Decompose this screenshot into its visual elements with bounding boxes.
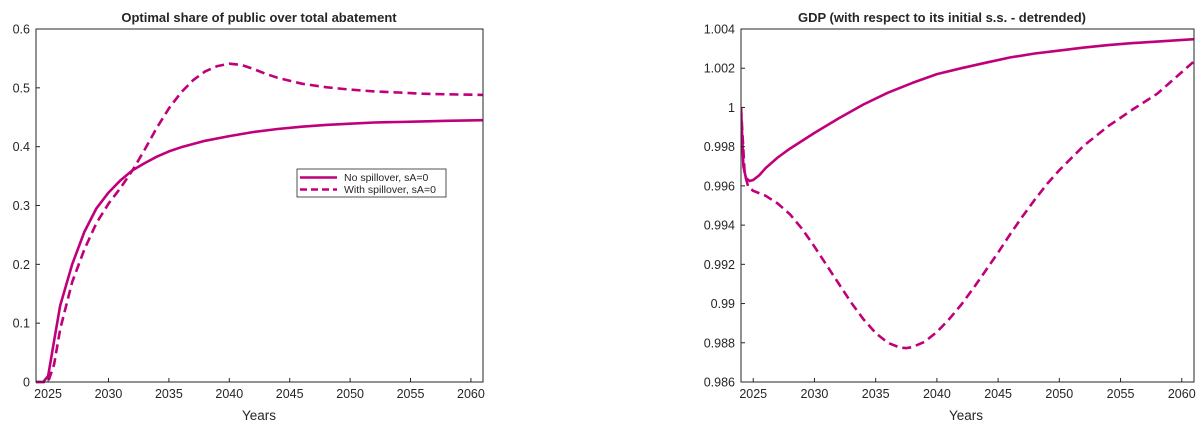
x-tick-label: 2025 [739, 387, 767, 401]
x-axis-label: Years [949, 408, 983, 423]
x-tick-label: 2060 [1168, 387, 1196, 401]
x-tick-label: 2035 [155, 387, 183, 401]
y-tick-label: 0.1 [13, 317, 30, 331]
y-tick-label: 0.998 [704, 140, 735, 154]
x-tick-label: 2055 [1107, 387, 1135, 401]
y-tick-label: 0.6 [13, 23, 30, 37]
axis-ticks: 2025 2030 2035 2040 2045 2050 2055 2060 0 0.1 0.2 0… [13, 23, 485, 402]
x-tick-label: 2025 [34, 387, 62, 401]
x-tick-label: 2050 [1045, 387, 1073, 401]
axis-ticks: 2025 2030 2035 2040 2045 2050 2055 2060 0.986 0.9… [704, 23, 1196, 402]
axes-frame [740, 28, 1195, 383]
legend-entry-no-spillover: No spillover, sA=0 [344, 172, 428, 184]
chart-title: GDP (with respect to its initial s.s. - … [798, 10, 1086, 25]
series-line-solid [741, 37, 1194, 183]
y-tick-label: 0.99 [711, 297, 735, 311]
y-tick-label: 1.004 [704, 23, 735, 37]
x-tick-label: 2060 [457, 387, 485, 401]
y-tick-label: 0.992 [704, 258, 735, 272]
x-tick-label: 2040 [923, 387, 951, 401]
x-tick-label: 2045 [276, 387, 304, 401]
chart-gdp: GDP (with respect to its initial s.s. - … [704, 10, 1196, 423]
x-tick-label: 2045 [984, 387, 1012, 401]
series-line-dashed [741, 60, 1194, 350]
chart-public-share: Optimal share of public over total abate… [13, 10, 485, 423]
legend: No spillover, sA=0 With spillover, sA=0 [296, 168, 447, 198]
plot-lines [36, 62, 483, 384]
y-tick-label: 0.3 [13, 199, 30, 213]
series-line-dashed [36, 62, 483, 384]
y-tick-label: 0.996 [704, 179, 735, 193]
y-tick-label: 0.5 [13, 81, 30, 95]
legend-box [296, 168, 447, 198]
x-tick-label: 2055 [397, 387, 425, 401]
y-tick-label: 0.986 [704, 376, 735, 390]
x-tick-label: 2030 [801, 387, 829, 401]
legend-entry-with-spillover: With spillover, sA=0 [344, 184, 436, 196]
y-tick-label: 0.988 [704, 336, 735, 350]
y-tick-label: 0 [23, 376, 30, 390]
x-tick-label: 2040 [215, 387, 243, 401]
x-tick-label: 2050 [336, 387, 364, 401]
x-axis-label: Years [242, 408, 276, 423]
x-tick-label: 2035 [862, 387, 890, 401]
plot-lines [741, 37, 1194, 350]
y-tick-label: 0.4 [13, 140, 30, 154]
x-tick-label: 2030 [95, 387, 123, 401]
y-tick-label: 0.2 [13, 258, 30, 272]
series-line-solid [36, 118, 483, 384]
chart-title: Optimal share of public over total abate… [121, 10, 397, 25]
y-tick-label: 1 [728, 101, 735, 115]
axes-frame [35, 28, 484, 383]
y-tick-label: 1.002 [704, 62, 735, 76]
y-tick-label: 0.994 [704, 219, 735, 233]
